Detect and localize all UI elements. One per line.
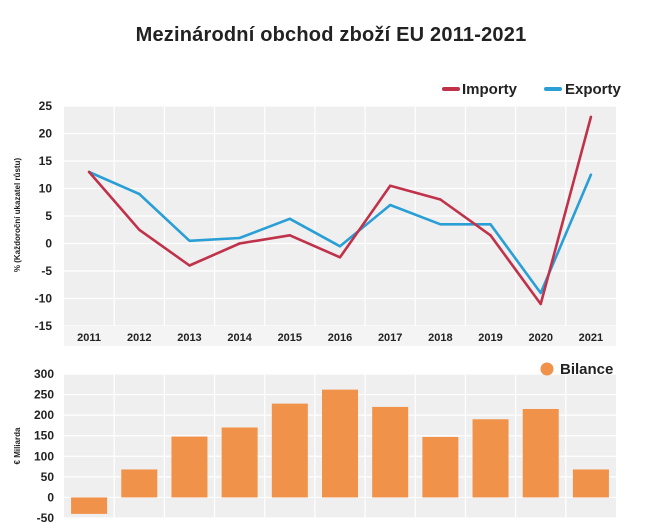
line-chart-y-tick-label: -10: [35, 292, 53, 306]
line-chart-x-tick-label: 2021: [579, 332, 603, 344]
line-point-exporty: [238, 236, 241, 240]
line-point-importy: [338, 256, 342, 259]
bar-chart-y-tick-label: -50: [37, 511, 55, 524]
line-chart-y-tick-label: 10: [39, 182, 53, 196]
line-chart-x-tick-label: 2016: [328, 332, 352, 344]
line-point-exporty: [439, 223, 442, 226]
bar-chart-y-ticks: 300 250 200 150 100 50 0 -50: [34, 367, 54, 524]
line-chart-legend: Importy Exporty: [442, 81, 622, 98]
line-point-exporty: [539, 291, 542, 295]
bar-chart-y-tick-label: 100: [34, 449, 54, 463]
line-chart-y-tick-label: -15: [35, 319, 53, 333]
line-point-exporty: [288, 217, 292, 220]
line-point-importy: [589, 115, 593, 119]
line-chart-x-tick-label: 2011: [77, 332, 101, 344]
line-chart-x-tick-label: 2020: [528, 332, 552, 344]
line-chart-y-ticks: 25 20 15 10 5 0 -5 -10 -15: [35, 99, 53, 333]
line-chart-y-tick-label: 5: [45, 209, 52, 223]
bar-2017: [372, 406, 409, 498]
bar-2011: [71, 497, 108, 514]
line-point-exporty: [338, 245, 342, 248]
line-point-importy: [288, 234, 292, 237]
line-point-importy: [238, 242, 241, 245]
bar-chart-y-tick-label: 250: [34, 388, 54, 402]
line-chart-x-tick-label: 2015: [278, 332, 302, 344]
legend-swatch-bilance: [540, 362, 554, 376]
line-chart-y-tick-label: 15: [39, 154, 53, 168]
bar-2019: [472, 419, 509, 498]
line-point-exporty: [388, 203, 392, 207]
line-point-exporty: [138, 192, 141, 196]
line-chart-x-ticks: 2011 2012 2013 2014 2015 2016 2017 2018 2019 2020…: [64, 326, 616, 346]
legend-label-importy: Importy: [462, 81, 518, 98]
bar-chart-bars: [71, 389, 609, 514]
line-chart-x-tick-label: 2014: [227, 332, 252, 344]
bar-chart-y-axis-label: € Miliarda: [13, 427, 22, 464]
line-chart-x-tick-label: 2013: [177, 332, 201, 344]
bar-2020: [522, 408, 559, 498]
bar-2016: [322, 389, 358, 498]
line-chart-x-band: [64, 326, 616, 346]
bar-chart-y-tick-label: 50: [41, 470, 55, 484]
line-point-importy: [539, 302, 542, 306]
line-point-exporty: [489, 223, 492, 226]
line-point-importy: [439, 198, 442, 201]
bar-chart-legend: Bilance: [540, 361, 613, 378]
line-point-importy: [87, 170, 91, 174]
line-point-exporty: [589, 173, 593, 176]
line-chart-y-tick-label: 0: [45, 237, 52, 251]
bar-2012: [121, 469, 158, 498]
legend-label-exporty: Exporty: [565, 81, 622, 98]
bar-2015: [271, 403, 308, 498]
chart-title: Mezinárodní obchod zboží EU 2011-2021: [135, 24, 527, 46]
line-chart-x-tick-label: 2018: [428, 332, 452, 344]
line-chart-y-tick-label: -5: [41, 264, 52, 278]
bar-chart-y-tick-label: 200: [34, 408, 54, 422]
bar-chart-y-tick-label: 150: [34, 429, 54, 443]
line-chart-x-tick-label: 2012: [127, 332, 151, 344]
bar-2013: [171, 436, 208, 498]
legend-label-bilance: Bilance: [560, 361, 613, 378]
line-chart-y-tick-label: 20: [39, 127, 53, 141]
bar-chart-y-tick-label: 300: [34, 367, 54, 381]
line-point-importy: [388, 184, 392, 187]
line-chart-y-tick-label: 25: [39, 99, 53, 113]
line-chart-x-tick-label: 2019: [478, 332, 502, 344]
line-point-exporty: [188, 239, 191, 242]
bar-2021: [572, 469, 609, 498]
line-point-importy: [489, 234, 492, 237]
line-chart-y-axis-label: % (Každoroční ukazatel růstu): [13, 158, 22, 273]
line-chart-series: [87, 115, 593, 306]
line-point-importy: [138, 228, 141, 231]
bar-2018: [422, 436, 459, 498]
bar-2014: [221, 427, 258, 498]
bar-chart-y-tick-label: 0: [47, 490, 54, 504]
bar-chart: 300 250 200 150 100 50 0 -50 € Miliarda Bilance: [13, 361, 616, 524]
line-point-importy: [188, 264, 191, 267]
line-chart-x-tick-label: 2017: [378, 332, 402, 344]
